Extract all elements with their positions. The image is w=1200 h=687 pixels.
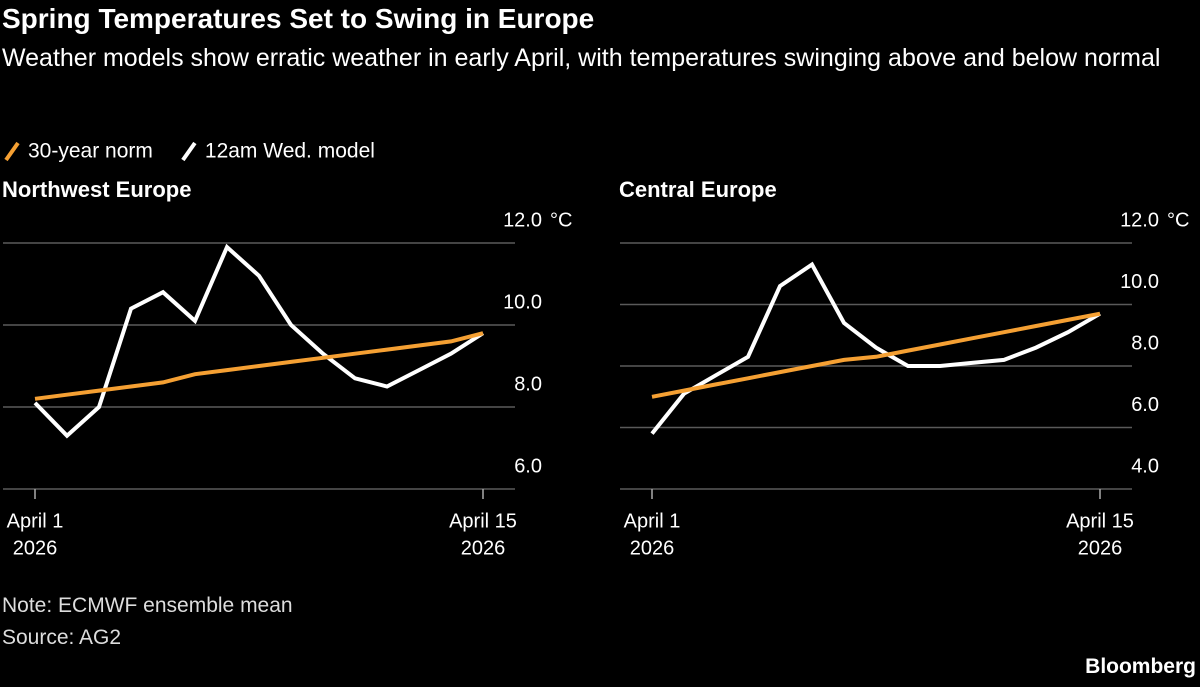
legend-swatch (181, 141, 197, 162)
y-tick-label: 8.0 (514, 373, 542, 395)
note: Note: ECMWF ensemble mean (2, 594, 293, 617)
brand: Bloomberg (1085, 655, 1196, 678)
source: Source: AG2 (2, 626, 122, 649)
page-title: Spring Temperatures Set to Swing in Euro… (2, 3, 595, 34)
y-tick-label: 8.0 (1131, 332, 1159, 354)
legend-swatch (4, 141, 20, 162)
legend-label: 12am Wed. model (205, 140, 375, 163)
x-tick-label: April 1 (624, 510, 681, 532)
x-tick-label: 2026 (461, 537, 506, 559)
x-tick-label: April 1 (7, 510, 64, 532)
y-tick-label: 12.0 (503, 209, 542, 231)
page-subtitle: Weather models show erratic weather in e… (2, 44, 1161, 72)
x-tick-label: 2026 (1078, 537, 1123, 559)
chart-title: Central Europe (619, 177, 777, 202)
line (34, 331, 484, 401)
y-tick-label: 4.0 (1131, 455, 1159, 477)
legend-label: 30-year norm (28, 140, 153, 163)
y-tick-label: 10.0 (1120, 271, 1159, 293)
y-tick-label: 10.0 (503, 291, 542, 313)
chart-title: Northwest Europe (2, 177, 191, 202)
x-tick-label: 2026 (630, 537, 675, 559)
x-tick-label: April 15 (449, 510, 517, 532)
y-tick-label: 12.0 (1120, 209, 1159, 231)
x-tick-label: 2026 (13, 537, 58, 559)
y-unit: °C (1167, 209, 1189, 231)
y-tick-label: 6.0 (1131, 394, 1159, 416)
y-tick-label: 6.0 (514, 455, 542, 477)
line (651, 311, 1101, 399)
line (33, 243, 485, 439)
x-tick-label: April 15 (1066, 510, 1134, 532)
line (650, 261, 1102, 435)
y-unit: °C (550, 209, 572, 231)
